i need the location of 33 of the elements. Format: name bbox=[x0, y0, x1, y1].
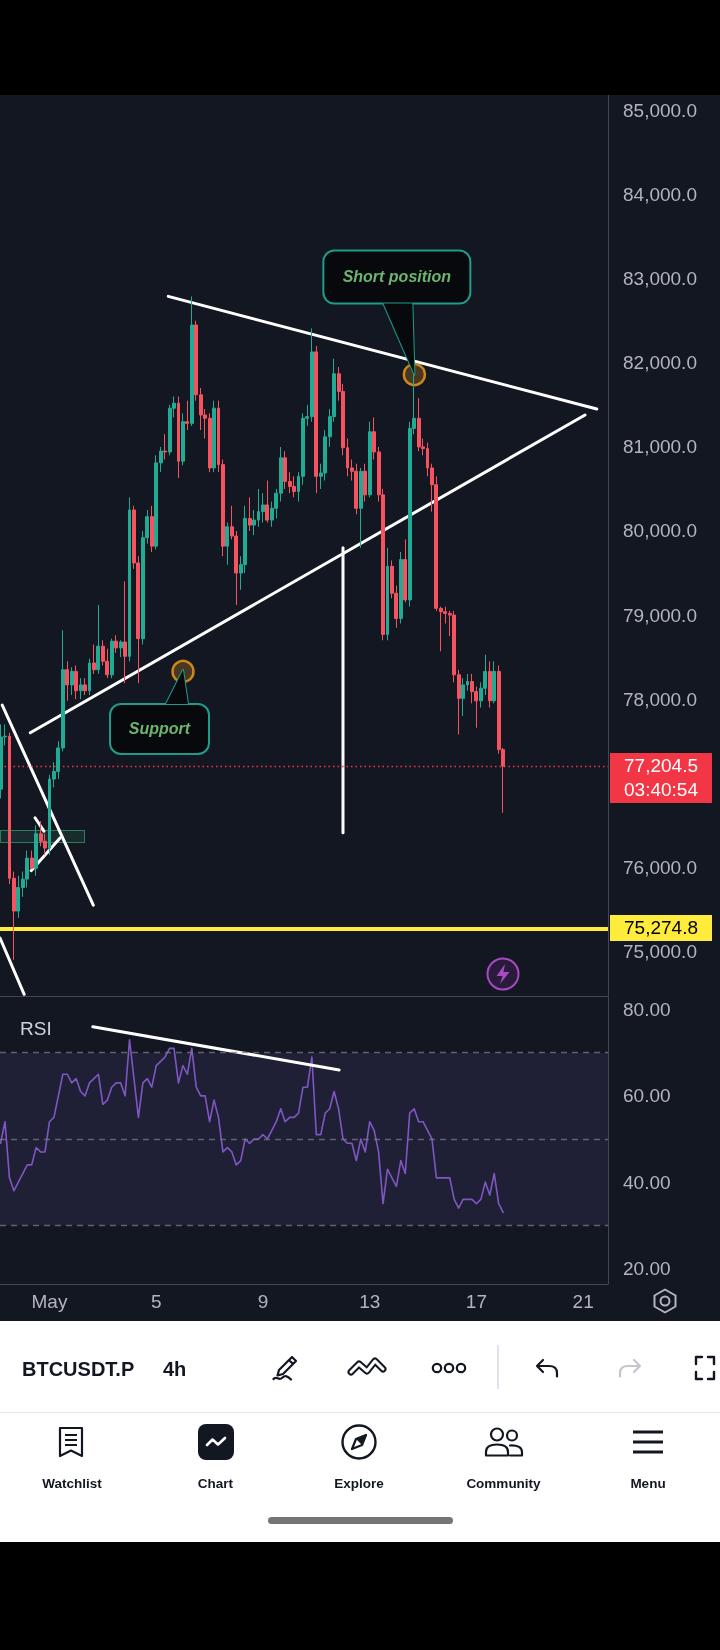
text: Explore bbox=[334, 1476, 384, 1492]
annotation: Short position bbox=[342, 267, 452, 287]
y-tick-label: 75,000.0 bbox=[623, 940, 697, 962]
ref-line-label: 77,204.5 bbox=[624, 755, 698, 777]
text: Community bbox=[466, 1476, 541, 1492]
y-tick-label: 40.00 bbox=[623, 1171, 671, 1193]
text: Chart bbox=[197, 1476, 234, 1492]
text: 4h bbox=[163, 1357, 187, 1381]
y-tick-label: 85,000.0 bbox=[623, 100, 697, 122]
y-tick-label: 81,000.0 bbox=[623, 436, 697, 458]
x-tick-label: 9 bbox=[257, 1291, 269, 1312]
ref-line-label: 75,274.8 bbox=[624, 917, 698, 940]
x-tick-label: 5 bbox=[150, 1291, 162, 1312]
y-tick-label: 20.00 bbox=[623, 1257, 671, 1279]
y-tick-label: 78,000.0 bbox=[623, 688, 697, 710]
x-tick-label: 21 bbox=[572, 1291, 594, 1312]
text: 03:40:54 bbox=[624, 779, 698, 801]
x-tick-label: 17 bbox=[465, 1291, 487, 1312]
text: Menu bbox=[630, 1476, 666, 1492]
y-tick-label: 80,000.0 bbox=[623, 520, 697, 542]
y-tick-label: 84,000.0 bbox=[623, 184, 697, 206]
x-tick-label: 13 bbox=[359, 1291, 381, 1312]
y-tick-label: 83,000.0 bbox=[623, 268, 697, 290]
y-tick-label: 76,000.0 bbox=[623, 856, 697, 878]
y-tick-label: 79,000.0 bbox=[623, 604, 697, 626]
text: RSI bbox=[20, 1018, 52, 1039]
text: Watchlist bbox=[42, 1476, 102, 1492]
y-tick-label: 80.00 bbox=[623, 999, 671, 1021]
y-tick-label: 60.00 bbox=[623, 1085, 671, 1107]
y-tick-label: 82,000.0 bbox=[623, 352, 697, 374]
x-tick-label: May bbox=[31, 1291, 68, 1312]
annotation: Support bbox=[128, 719, 191, 739]
text: BTCUSDT.P bbox=[22, 1357, 135, 1381]
